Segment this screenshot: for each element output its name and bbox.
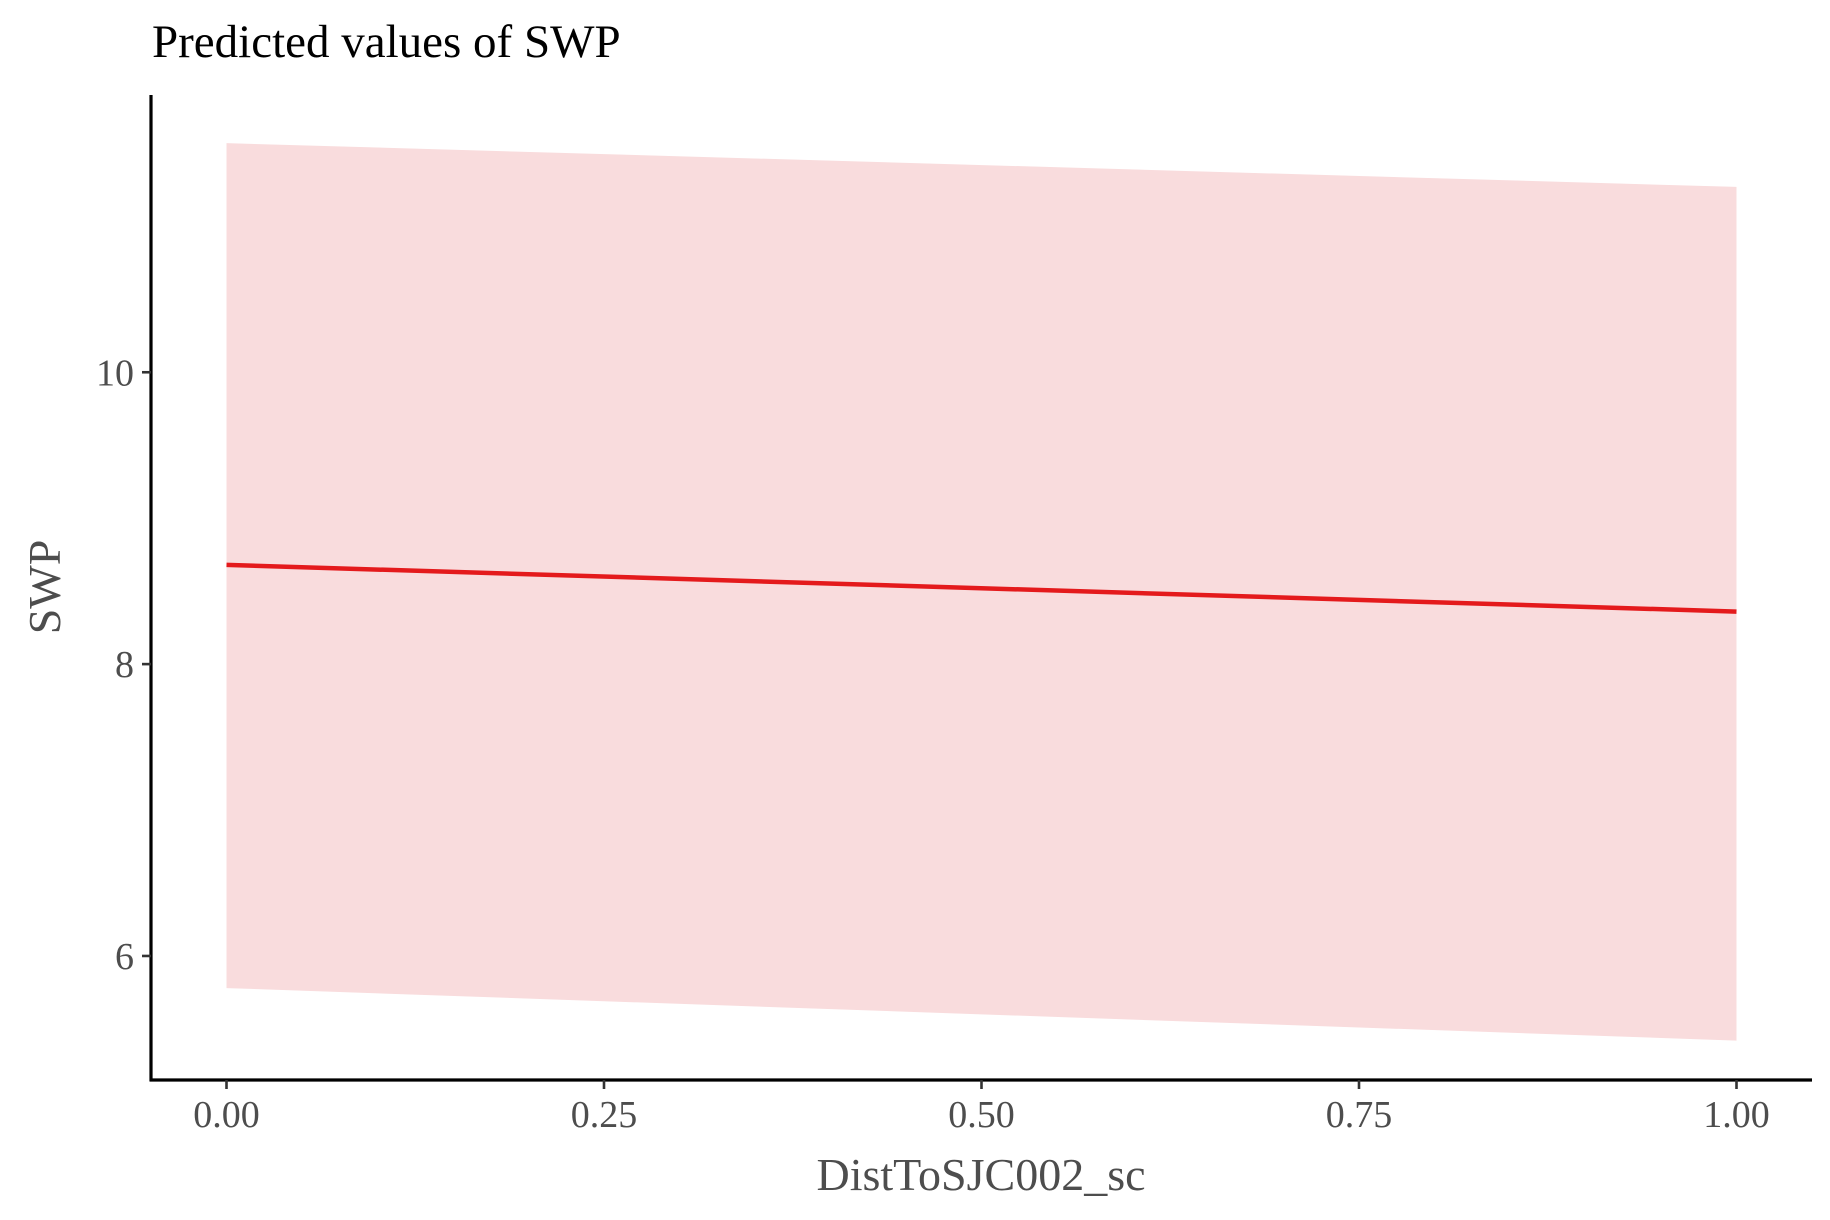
y-axis-title: SWP: [19, 540, 70, 635]
y-axis: 6 8 10: [96, 95, 153, 1081]
confidence-ribbon: [226, 143, 1737, 1041]
y-tick-label: 6: [115, 936, 134, 978]
plot-area: [226, 143, 1737, 1041]
x-axis-title: DistToSJC002_sc: [816, 1149, 1145, 1200]
x-tick-label: 0.25: [571, 1094, 638, 1136]
x-tick-label: 1.00: [1703, 1094, 1770, 1136]
y-tick-label: 10: [96, 352, 134, 394]
x-tick-label: 0.00: [193, 1094, 260, 1136]
x-tick-label: 0.75: [1326, 1094, 1393, 1136]
chart-title: Predicted values of SWP: [152, 16, 621, 68]
x-tick-label: 0.50: [948, 1094, 1015, 1136]
prediction-line: [226, 562, 1737, 614]
x-axis: 0.00 0.25 0.50 0.75 1.00: [149, 1078, 1812, 1136]
y-tick-label: 8: [115, 644, 134, 686]
